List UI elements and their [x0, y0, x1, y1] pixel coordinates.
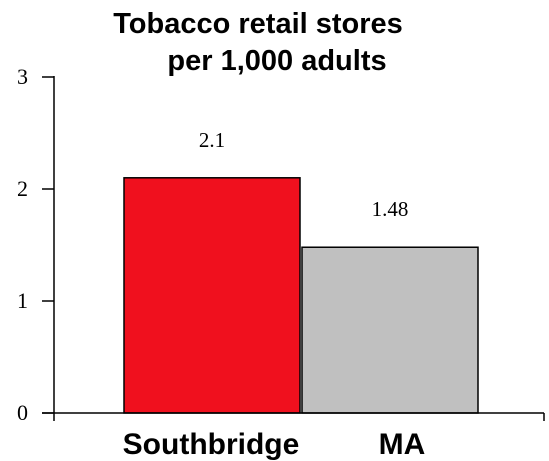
x-axis: Southbridge MA [42, 412, 545, 461]
bar-ma [301, 246, 479, 414]
bar-southbridge [123, 177, 301, 414]
y-axis: 0 1 2 3 [17, 64, 55, 425]
x-tick-label-ma: MA [379, 428, 426, 461]
y-tick-label: 3 [17, 64, 28, 89]
data-label-ma: 1.48 [372, 197, 409, 221]
chart-title: Tobacco retail stores per 1,000 adults [113, 8, 403, 77]
x-tick-label-southbridge: Southbridge [123, 428, 300, 461]
y-tick-label: 2 [17, 176, 28, 201]
chart-title-line-1: Tobacco retail stores [113, 8, 403, 40]
bars: 2.1 1.48 [123, 128, 479, 414]
y-tick-label: 1 [17, 288, 28, 313]
chart-title-line-2: per 1,000 adults [167, 45, 386, 77]
data-label-southbridge: 2.1 [199, 128, 225, 152]
y-tick-label: 0 [17, 400, 28, 425]
